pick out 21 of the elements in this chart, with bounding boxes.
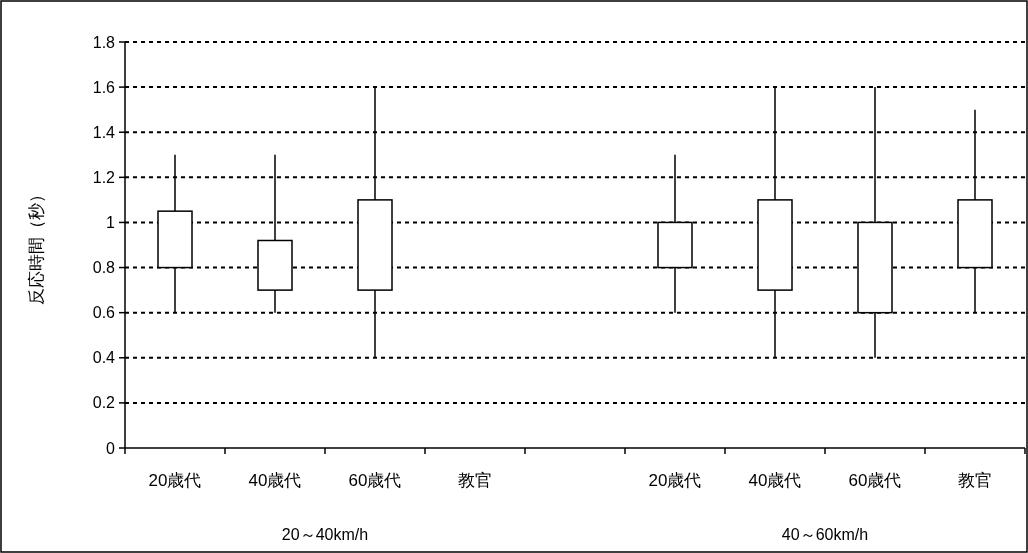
y-tick-label: 1 <box>106 214 116 232</box>
y-tick-label: 1.8 <box>92 33 116 51</box>
x-tick-label: 60歳代 <box>348 471 402 490</box>
x-tick-label: 教官 <box>458 471 492 490</box>
y-tick-label: 0 <box>106 439 116 457</box>
y-tick-label: 1.6 <box>92 78 116 96</box>
x-tick-label: 20歳代 <box>148 471 202 490</box>
x-tick-label: 20歳代 <box>648 471 702 490</box>
y-tick-label: 1.4 <box>92 123 116 141</box>
x-tick-label: 教官 <box>958 471 992 490</box>
x-tick-label: 60歳代 <box>848 471 902 490</box>
x-tick-label: 40歳代 <box>748 471 802 490</box>
y-tick-label: 0.8 <box>92 259 116 277</box>
x-tick-label: 40歳代 <box>248 471 302 490</box>
y-axis-title: 反応時間（秒） <box>27 185 46 305</box>
y-tick-label: 0.6 <box>92 304 116 322</box>
y-tick-label: 1.2 <box>92 168 116 186</box>
y-tick-label: 0.4 <box>92 349 116 367</box>
text: 40～60km/h <box>781 526 869 543</box>
y-tick-label: 0.2 <box>92 394 116 412</box>
text: 20～40km/h <box>281 526 369 543</box>
